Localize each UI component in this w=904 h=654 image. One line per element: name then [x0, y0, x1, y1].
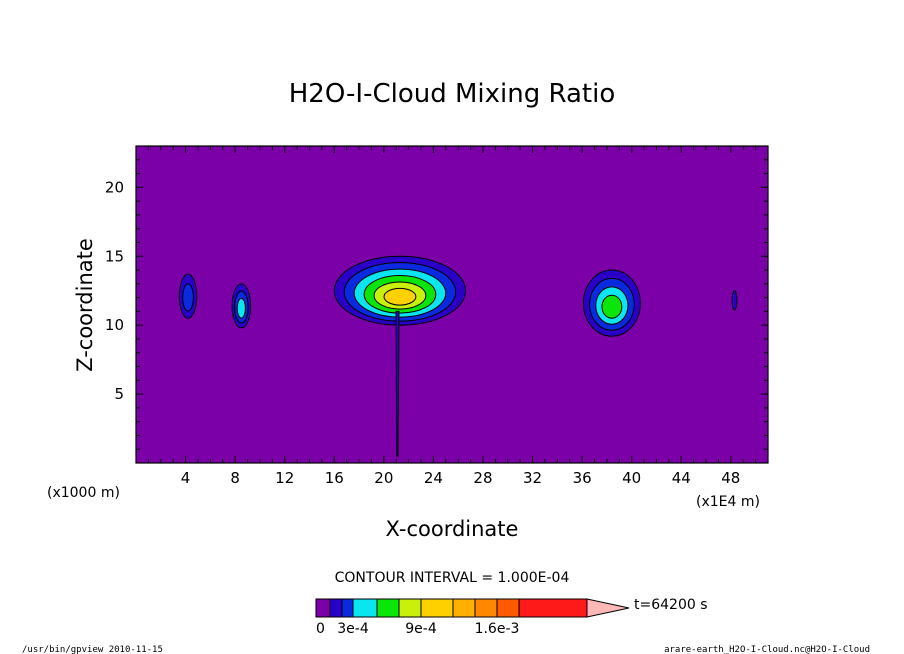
- x-tick-label: 48: [721, 469, 740, 487]
- anvil-main: [333, 255, 467, 326]
- x-axis-label: X-coordinate: [386, 517, 519, 541]
- y-tick-label: 20: [105, 178, 124, 196]
- colorbar-tick-label: 1.6e-3: [475, 621, 520, 637]
- plot-frame: [135, 145, 769, 464]
- colorbar: 0 3e-4 9e-4 1.6e-3: [315, 598, 630, 637]
- x-tick-label: 12: [275, 469, 294, 487]
- x-tick-label: 24: [424, 469, 443, 487]
- colorbar-tick-label: 9e-4: [405, 621, 437, 637]
- colorbar-swatch: [329, 598, 343, 618]
- cloud-4: [731, 290, 738, 311]
- cloud-1-level-2: [182, 283, 194, 312]
- x-tick-label: 44: [672, 469, 691, 487]
- x-unit-left: (x1000 m): [47, 485, 120, 501]
- colorbar-overflow-arrow: [586, 598, 630, 618]
- colorbar-swatch: [398, 598, 422, 618]
- colorbar-swatch: [474, 598, 498, 618]
- cloud-2-level-3: [236, 297, 246, 319]
- colorbar-swatch: [341, 598, 354, 618]
- y-tick-label: 15: [105, 247, 124, 265]
- footer-right: arare-earth_H2O-I-Cloud.nc@H2O-I-Cloud: [664, 645, 870, 654]
- x-tick-label: 36: [573, 469, 592, 487]
- colorbar-swatch: [376, 598, 400, 618]
- colorbar-swatch: [315, 598, 331, 618]
- x-tick-label: 28: [473, 469, 492, 487]
- colorbar-tick-label: 3e-4: [337, 621, 369, 637]
- contour-interval-text: CONTOUR INTERVAL = 1.000E-04: [335, 570, 570, 586]
- cloud-4-level-1: [731, 290, 738, 311]
- colorbar-swatch: [496, 598, 520, 618]
- cloud-2: [231, 283, 252, 329]
- x-tick-label: 4: [181, 469, 191, 487]
- colorbar-tick-label: 0: [316, 621, 325, 637]
- footer-left: /usr/bin/gpview 2010-11-15: [22, 645, 163, 654]
- cloud-1: [178, 273, 198, 319]
- anvil-main-level-6: [383, 287, 417, 306]
- time-label: t=64200 s: [634, 597, 708, 613]
- colorbar-swatch: [420, 598, 454, 618]
- x-tick-label: 8: [230, 469, 240, 487]
- colorbar-swatch: [352, 598, 378, 618]
- chart-title: H2O-I-Cloud Mixing Ratio: [289, 79, 616, 109]
- y-tick-label: 10: [105, 316, 124, 334]
- x-unit-right: (x1E4 m): [696, 494, 760, 510]
- cloud-3: [582, 269, 641, 337]
- x-tick-label: 16: [325, 469, 344, 487]
- y-axis-label: Z-coordinate: [73, 238, 97, 372]
- colorbar-swatch: [518, 598, 588, 618]
- plot-area: [136, 146, 768, 463]
- cloud-3-level-4: [601, 294, 623, 319]
- colorbar-swatch: [452, 598, 476, 618]
- x-tick-label: 20: [374, 469, 393, 487]
- anvil-stem: [395, 310, 400, 457]
- x-tick-label: 32: [523, 469, 542, 487]
- x-tick-label: 40: [622, 469, 641, 487]
- y-tick-label: 5: [114, 385, 124, 403]
